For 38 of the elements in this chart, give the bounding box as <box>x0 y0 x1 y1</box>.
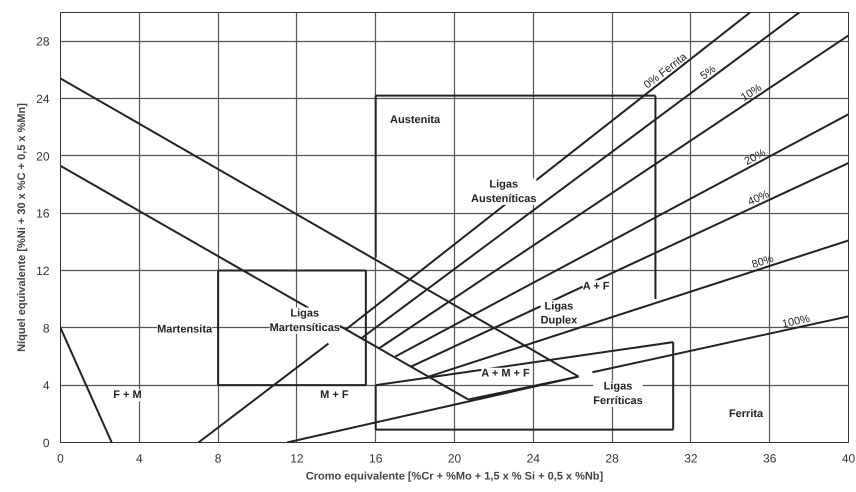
text: 80% <box>750 252 776 271</box>
y-tick-label: 4 <box>42 378 50 393</box>
y-axis-title: Níquel equivalente [%Ni + 30 x %C + 0,5 x %Mn] <box>16 102 28 352</box>
text: 5% <box>698 63 718 82</box>
x-tick-label: 24 <box>526 452 540 466</box>
annotation: M + F <box>320 389 349 402</box>
x-tick-label: 0 <box>57 452 64 466</box>
annotation: A + M + F <box>481 368 530 380</box>
y-tick-label: 20 <box>36 149 50 164</box>
x-tick-label: 8 <box>214 452 222 466</box>
x-axis-title: Cromo equivalente [%Cr + %Mo + 1,5 x % Si + 0,5 x %Nb] <box>306 470 604 482</box>
y-tick-label: 16 <box>36 206 50 221</box>
annotation: Ferrita <box>728 408 764 420</box>
annotation: Ligas Ferríticas <box>593 380 643 407</box>
x-tick-label: 36 <box>763 452 777 466</box>
y-tick-label: 8 <box>42 321 50 336</box>
annotation: Ligas Duplex <box>540 300 578 327</box>
x-tick-label: 40 <box>842 452 856 466</box>
y-tick-label: 12 <box>36 264 50 278</box>
y-tick-label: 24 <box>36 92 50 106</box>
x-tick-label: 16 <box>369 452 383 466</box>
annotation: Austenita <box>390 114 442 126</box>
annotation: Ligas Austeníticas <box>471 178 536 205</box>
annotation: Martensita <box>157 323 213 336</box>
annotation: A + F <box>582 280 610 292</box>
x-tick-label: 4 <box>136 452 143 466</box>
x-tick-label: 20 <box>448 452 462 466</box>
y-tick-label: 0 <box>42 436 50 450</box>
text: 100% <box>781 312 812 330</box>
text: 10% <box>738 82 764 104</box>
y-tick-label: 28 <box>36 34 50 49</box>
x-tick-label: 12 <box>290 452 304 466</box>
annotation: Ligas Martensíticas <box>270 307 340 334</box>
x-tick-label: 32 <box>684 452 698 466</box>
text: 20% <box>742 146 768 168</box>
x-tick-label: 28 <box>605 452 620 466</box>
text: 40% <box>746 188 772 208</box>
annotation: F + M <box>113 389 142 402</box>
